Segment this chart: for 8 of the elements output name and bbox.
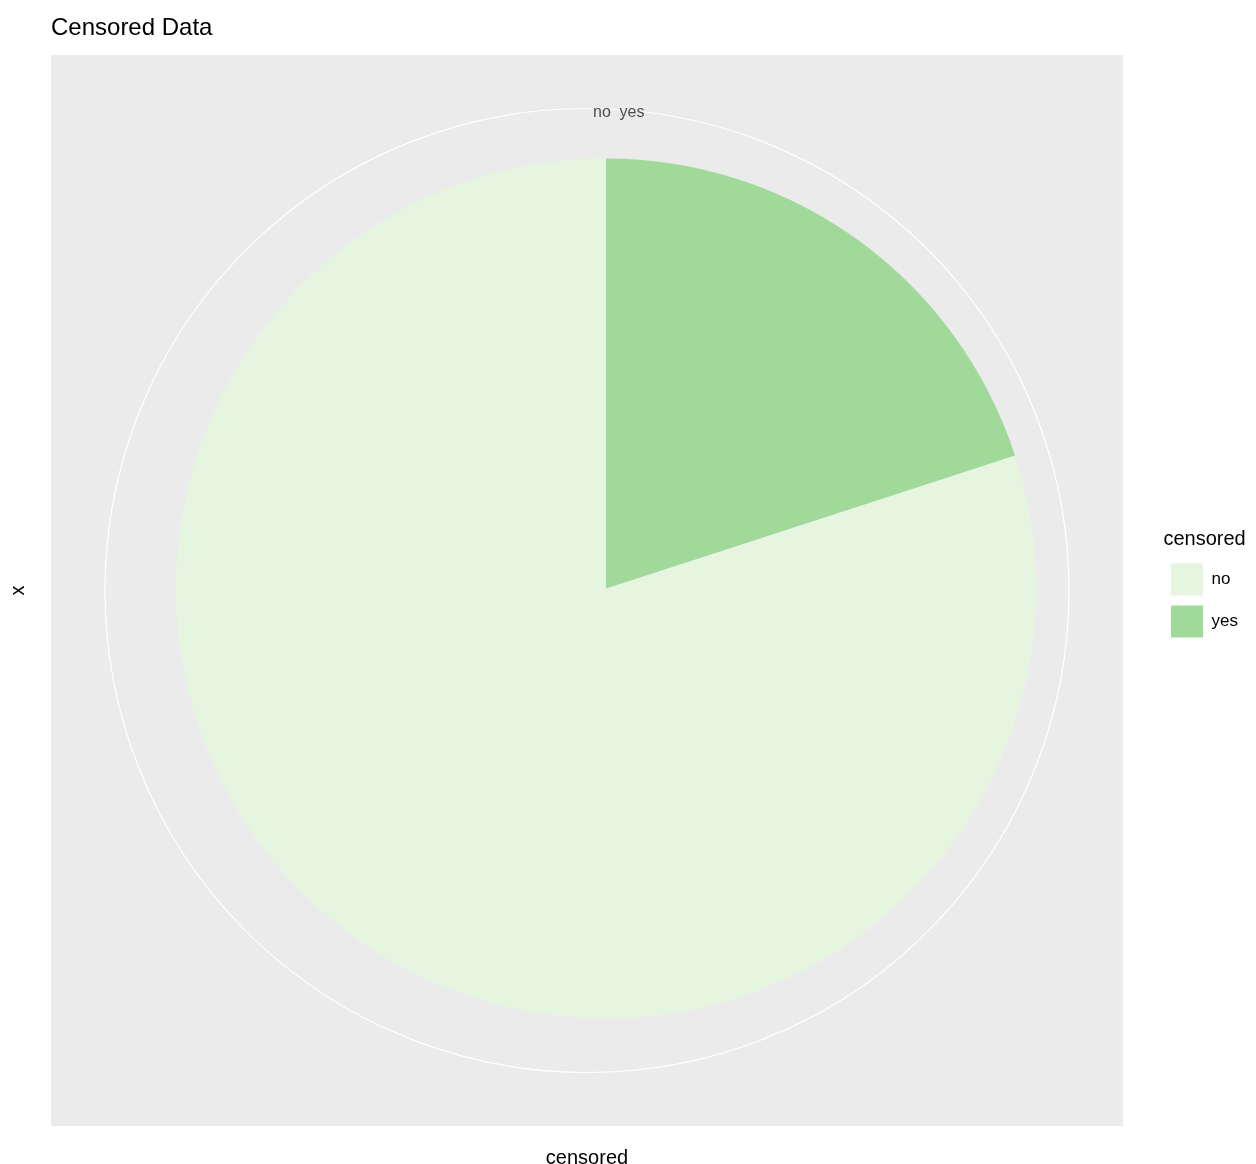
chart-title: Censored Data — [51, 12, 214, 40]
legend-title: censored — [1163, 527, 1246, 550]
legend-label: no — [1211, 569, 1231, 589]
text: yes — [619, 102, 645, 120]
text: x — [5, 585, 28, 596]
legend-label: yes — [1211, 611, 1239, 631]
text: censored — [545, 1145, 629, 1164]
text: no — [593, 102, 611, 120]
